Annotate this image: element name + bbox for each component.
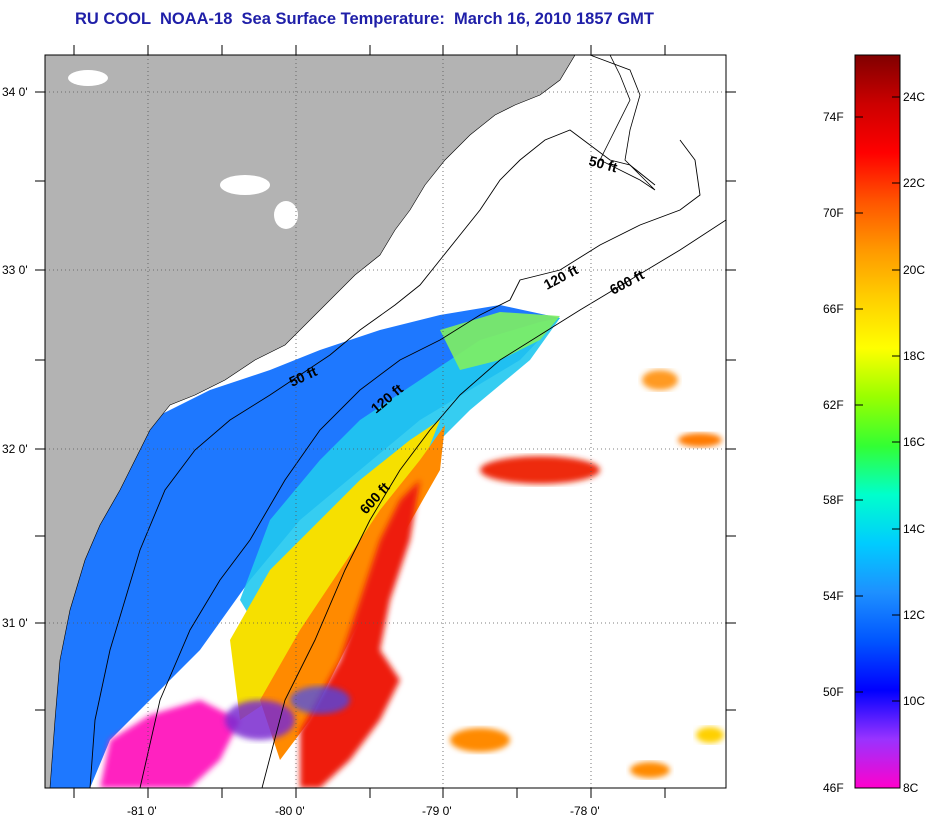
lat-label-31: 31 0' — [2, 616, 28, 630]
isobaths — [89, 129, 726, 788]
sst-orange-patch-southeast — [630, 762, 670, 778]
sst-green-band — [440, 312, 560, 370]
colorbar-label-8c: 8C — [903, 781, 919, 795]
map-panel: 50 ft 120 ft 600 ft 50 ft 120 ft 600 ft — [45, 55, 726, 788]
colorbar-label-18c: 18C — [903, 349, 925, 363]
inland-lake-1 — [68, 70, 108, 86]
lon-label-78: -78 0' — [570, 804, 600, 817]
sst-purple-eddy — [225, 700, 295, 740]
lat-label-33: 33 0' — [2, 263, 28, 277]
map-title: RU COOL NOAA-18 Sea Surface Temperature:… — [75, 10, 654, 28]
inland-lake-2 — [220, 175, 270, 195]
colorbar-label-66f: 66F — [823, 302, 844, 316]
isobath-600-line — [261, 219, 726, 788]
colorbar-label-74f: 74F — [823, 110, 844, 124]
colorbar-label-10c: 10C — [903, 694, 925, 708]
colorbar-label-50f: 50F — [823, 685, 844, 699]
sst-red-offshore-eddy — [480, 456, 600, 484]
colorbar-label-12c: 12C — [903, 608, 925, 622]
map-frame — [44, 54, 727, 789]
axis-ticks — [35, 45, 736, 798]
colorbar-label-24c: 24C — [903, 90, 925, 104]
sst-orange-patch-south — [450, 728, 510, 752]
lat-label-34: 34 0' — [2, 85, 28, 99]
colorbar-label-22c: 22C — [903, 176, 925, 190]
colorbar-label-54f: 54F — [823, 589, 844, 603]
lon-label-79: -79 0' — [422, 804, 452, 817]
land-outer-banks — [589, 55, 656, 191]
isobath-120-line — [139, 139, 701, 788]
colorbar-label-16c: 16C — [903, 435, 925, 449]
colorbar-label-20c: 20C — [903, 263, 925, 277]
isobath-50-line — [89, 129, 656, 788]
graticule — [45, 55, 726, 788]
colorbar-label-58f: 58F — [823, 493, 844, 507]
lat-label-32: 32 0' — [2, 442, 28, 456]
sst-magenta-cold-pool — [100, 700, 240, 788]
colorbar-label-46f: 46F — [823, 781, 844, 795]
land-mass — [45, 55, 576, 788]
colorbar-ticks — [855, 96, 900, 702]
isobath-label-50-north: 50 ft — [587, 152, 619, 175]
inland-lake-3 — [274, 201, 298, 229]
lon-label-80: -80 0' — [275, 804, 305, 817]
colorbar: 74F 70F 66F 62F 58F 54F 50F 46F 24C 22C … — [823, 54, 925, 795]
sst-yellow-patch-east — [696, 727, 724, 743]
colorbar-label-70f: 70F — [823, 206, 844, 220]
lon-label-81: -81 0' — [127, 804, 157, 817]
sst-orange-patch-northeast — [642, 370, 678, 390]
sst-yellow-band — [230, 420, 440, 720]
colorbar-label-14c: 14C — [903, 522, 925, 536]
colorbar-label-62f: 62F — [823, 398, 844, 412]
sst-orange-patch-east — [678, 433, 722, 447]
colorbar-gradient — [854, 54, 901, 789]
sst-blue-eddy — [290, 686, 350, 714]
